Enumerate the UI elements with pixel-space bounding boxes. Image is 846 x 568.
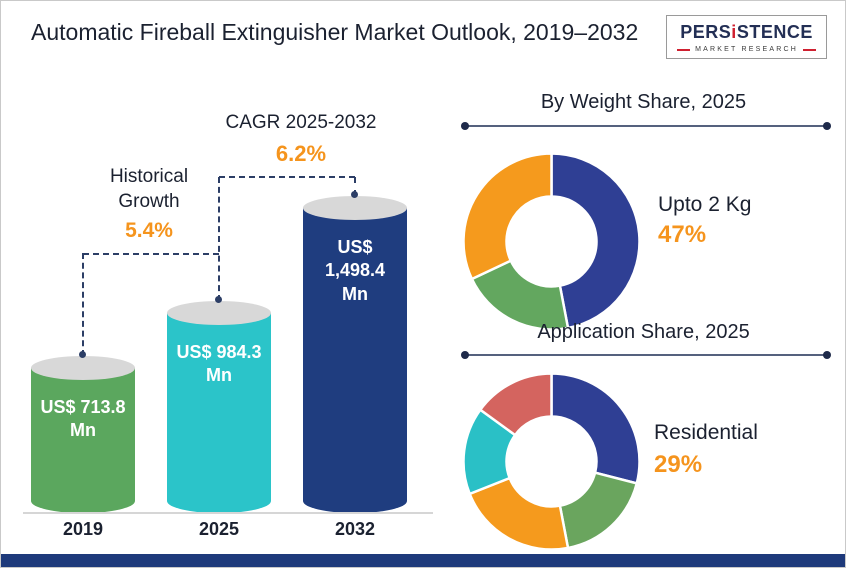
bar-value-label: US$ 984.3 Mn <box>176 342 262 386</box>
dashed-connector-2032 <box>354 177 356 196</box>
page-title: Automatic Fireball Extinguisher Market O… <box>31 19 639 45</box>
donut-slice-segment-3 <box>462 152 553 281</box>
cagr-value: 6.2% <box>275 141 327 166</box>
donut-slice-residential <box>550 372 641 485</box>
brand-name: PERSiSTENCE <box>677 22 816 43</box>
weight-share-heading: By Weight Share, 2025 <box>540 91 747 113</box>
footer-bar <box>1 554 845 567</box>
weight-share-highlight-label: Upto 2 Kg <box>658 193 752 216</box>
weight-share-highlight-value: 47% <box>658 221 707 248</box>
brand-subtitle-row: MARKET RESEARCH <box>677 46 816 53</box>
application-share-divider <box>461 351 831 359</box>
dashed-connector-hist <box>83 253 219 255</box>
brand-name-part: STENCE <box>736 22 813 42</box>
logo-right-rule <box>803 48 816 51</box>
brand-name-red-i: i <box>731 22 737 42</box>
bar-2032: US$ 1,498.4 Mn <box>303 196 407 513</box>
bar-value-label: US$ 713.8 Mn <box>40 397 126 441</box>
connector-dot-2032 <box>351 191 358 198</box>
bar-2025: US$ 984.3 Mn <box>167 301 271 513</box>
connector-dot-2019 <box>79 351 86 358</box>
weight-share-donut <box>462 152 641 331</box>
bar-top-cap <box>303 196 407 220</box>
x-axis-label-2025: 2025 <box>198 519 240 539</box>
application-share-highlight-value: 29% <box>654 451 703 478</box>
connector-dot-2025 <box>215 296 222 303</box>
dashed-connector-2025 <box>218 177 220 301</box>
donut-slice-segment-5 <box>478 372 553 437</box>
x-axis-line <box>23 512 433 514</box>
bar-value-label: US$ 1,498.4 Mn <box>324 237 386 304</box>
dashed-connector-2019 <box>82 253 84 356</box>
cagr-label: CAGR 2025-2032 <box>225 112 377 133</box>
donut-slice-segment-2 <box>558 471 639 550</box>
brand-name-part: PERS <box>680 22 732 42</box>
dashed-connector-cagr <box>219 176 355 178</box>
x-axis-label-2019: 2019 <box>62 519 104 539</box>
weight-share-divider <box>461 122 831 130</box>
brand-logo: PERSiSTENCE MARKET RESEARCH <box>666 15 827 59</box>
bar-top-cap <box>31 356 135 380</box>
logo-left-rule <box>677 48 691 51</box>
application-share-highlight-label: Residential <box>654 421 758 444</box>
bar-2019: US$ 713.8 Mn <box>31 356 135 513</box>
donut-slice-upto-2-kg <box>550 152 641 330</box>
brand-subtitle: MARKET RESEARCH <box>695 46 798 53</box>
application-share-heading: Application Share, 2025 <box>537 321 750 343</box>
application-share-donut <box>462 372 641 551</box>
bar-top-cap <box>167 301 271 325</box>
historical-growth-value: 5.4% <box>125 219 173 242</box>
x-axis-label-2032: 2032 <box>334 519 376 539</box>
historical-growth-label: Historical Growth <box>109 166 189 212</box>
